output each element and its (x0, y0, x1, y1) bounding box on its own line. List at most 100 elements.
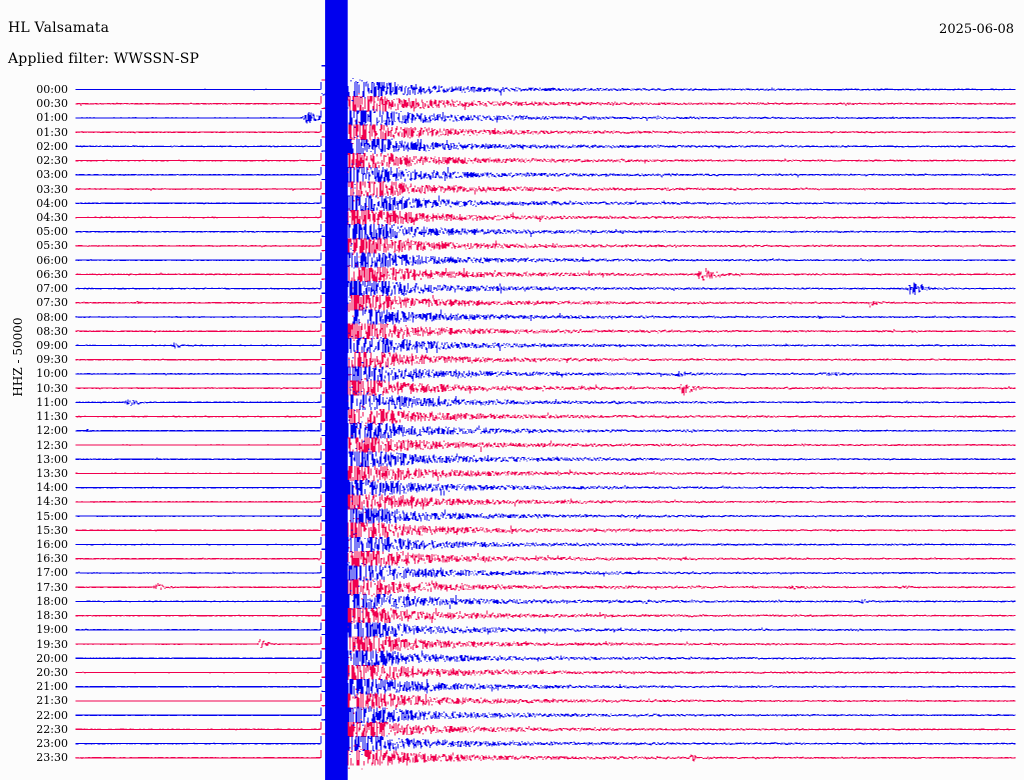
trace-0200 (75, 121, 1016, 156)
trace-1630 (75, 534, 1016, 568)
time-label-1700: 17:00 (36, 566, 68, 580)
time-label-0200: 02:00 (36, 139, 68, 153)
trace-1830 (75, 590, 1016, 627)
trace-2230 (75, 704, 1016, 737)
time-label-1230: 12:30 (36, 438, 68, 452)
time-label-1530: 15:30 (36, 523, 68, 537)
trace-0300 (75, 150, 1016, 188)
trace-1800 (75, 576, 1016, 613)
trace-1030 (75, 363, 1016, 396)
time-label-0800: 08:00 (36, 310, 68, 324)
trace-2000 (75, 633, 1016, 674)
time-label-1730: 17:30 (36, 580, 68, 594)
trace-0130 (75, 107, 1016, 146)
time-label-1500: 15:00 (36, 509, 68, 523)
trace-1200 (75, 406, 1016, 447)
time-label-2230: 22:30 (36, 722, 68, 736)
trace-1430 (75, 476, 1016, 514)
time-label-0900: 09:00 (36, 338, 68, 352)
time-label-1330: 13:30 (36, 466, 68, 480)
trace-2100 (75, 662, 1016, 698)
trace-0700 (75, 264, 1016, 297)
time-label-1630: 16:30 (36, 552, 68, 566)
time-label-1300: 13:00 (36, 452, 68, 466)
trace-2300 (75, 719, 1016, 756)
trace-0800 (75, 292, 1016, 338)
trace-0400 (75, 178, 1016, 213)
station-title: HL Valsamata (8, 20, 110, 36)
time-label-2300: 23:00 (36, 737, 68, 751)
time-label-1930: 19:30 (36, 637, 68, 651)
trace-1400 (75, 463, 1016, 498)
date-label: 2025-06-08 (939, 22, 1014, 37)
time-label-0130: 01:30 (36, 125, 68, 139)
trace-1230 (75, 420, 1016, 461)
time-label-1030: 10:30 (36, 381, 68, 395)
time-label-2130: 21:30 (36, 694, 68, 708)
time-label-1200: 12:00 (36, 424, 68, 438)
trace-0100 (75, 92, 1016, 128)
trace-1900 (75, 605, 1016, 646)
trace-0430 (75, 192, 1016, 227)
trace-0900 (75, 320, 1016, 359)
trace-0730 (75, 278, 1016, 317)
time-label-0830: 08:30 (36, 324, 68, 338)
trace-2130 (75, 676, 1016, 714)
trace-1700 (75, 548, 1016, 587)
trace-0000 (75, 65, 1016, 102)
time-label-1830: 18:30 (36, 609, 68, 623)
filter-label: Applied filter: WWSSN-SP (8, 51, 200, 67)
time-label-1800: 18:00 (36, 594, 68, 608)
trace-1100 (75, 377, 1016, 412)
trace-0230 (75, 136, 1016, 170)
time-label-1000: 10:00 (36, 367, 68, 381)
mainshock-saturation-band (325, 0, 348, 780)
trace-0030 (75, 79, 1016, 120)
time-label-0030: 00:30 (36, 97, 68, 111)
time-label-0430: 04:30 (36, 210, 68, 224)
time-label-0630: 06:30 (36, 267, 68, 281)
trace-1330 (75, 448, 1016, 490)
trace-2200 (75, 690, 1016, 730)
time-label-2000: 20:00 (36, 651, 68, 665)
trace-0330 (75, 164, 1016, 202)
time-label-0100: 01:00 (36, 111, 68, 125)
trace-0600 (75, 235, 1016, 272)
time-label-1900: 19:00 (36, 623, 68, 637)
trace-0930 (75, 335, 1016, 376)
time-label-1130: 11:30 (36, 410, 68, 424)
time-label-1400: 14:00 (36, 481, 68, 495)
time-label-2200: 22:00 (36, 708, 68, 722)
time-label-0930: 09:30 (36, 353, 68, 367)
trace-0500 (75, 207, 1016, 250)
trace-1000 (75, 349, 1016, 391)
time-label-2330: 23:30 (36, 751, 68, 765)
time-label-0400: 04:00 (36, 196, 68, 210)
trace-1930 (75, 619, 1016, 659)
trace-2330 (75, 733, 1016, 770)
time-label-2100: 21:00 (36, 680, 68, 694)
trace-1530 (75, 505, 1016, 541)
time-label-1600: 16:00 (36, 538, 68, 552)
trace-0530 (75, 221, 1016, 258)
trace-0830 (75, 306, 1016, 341)
trace-2030 (75, 648, 1016, 688)
trace-1730 (75, 562, 1016, 600)
trace-0630 (75, 249, 1016, 289)
time-label-0730: 07:30 (36, 296, 68, 310)
trace-1300 (75, 434, 1016, 475)
time-label-0700: 07:00 (36, 282, 68, 296)
time-label-1430: 14:30 (36, 495, 68, 509)
trace-1500 (75, 491, 1016, 540)
time-label-2030: 20:30 (36, 666, 68, 680)
time-label-0230: 02:30 (36, 154, 68, 168)
time-label-0330: 03:30 (36, 182, 68, 196)
time-label-0000: 00:00 (36, 83, 68, 96)
time-label-1100: 11:00 (36, 395, 68, 409)
time-label-0500: 05:00 (36, 225, 68, 239)
trace-1130 (75, 392, 1016, 430)
time-label-0300: 03:00 (36, 168, 68, 182)
